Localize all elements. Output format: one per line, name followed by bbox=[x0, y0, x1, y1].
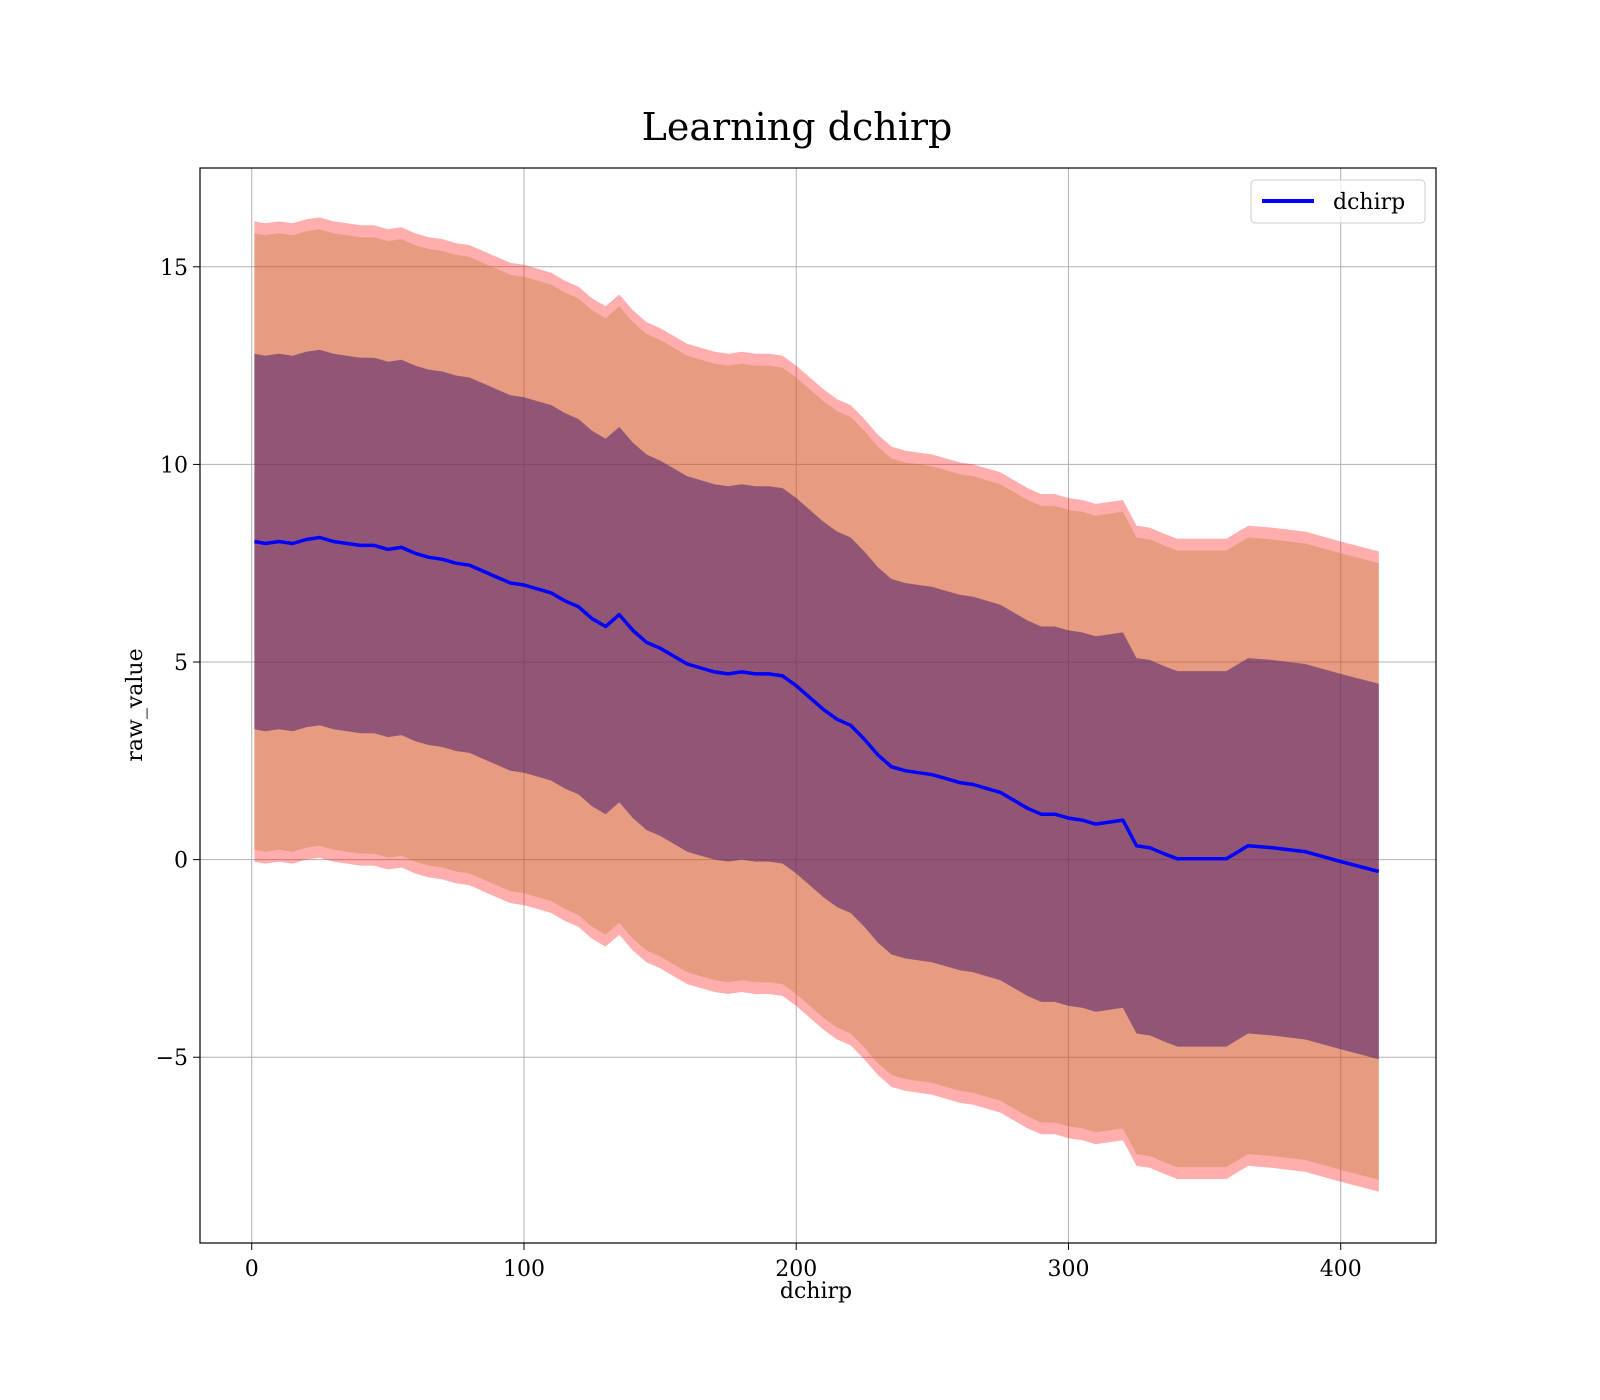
x-tick-label: 200 bbox=[775, 1257, 817, 1282]
x-tick-label: 0 bbox=[245, 1257, 259, 1282]
x-tick-label: 300 bbox=[1047, 1257, 1089, 1282]
series-line-dchirp bbox=[254, 535, 1380, 874]
legend: dchirp bbox=[1250, 179, 1426, 224]
axis-ticks: 0 100 200 300 400 −5 0 5 10 15 bbox=[156, 256, 1362, 1282]
plot-frame bbox=[199, 167, 1437, 1244]
chart-title: Learning dchirp bbox=[642, 105, 953, 149]
y-tick-label: 10 bbox=[160, 453, 188, 478]
y-tick-label: 15 bbox=[160, 256, 188, 281]
x-tick-label: 100 bbox=[503, 1257, 545, 1282]
y-tick-label: 0 bbox=[174, 849, 188, 874]
x-tick-label: 400 bbox=[1320, 1257, 1362, 1282]
x-axis-label: dchirp bbox=[780, 1279, 852, 1304]
series-lines bbox=[254, 535, 1380, 874]
y-axis-label: raw_value bbox=[123, 648, 148, 761]
y-tick-label: −5 bbox=[156, 1046, 188, 1071]
legend-label: dchirp bbox=[1333, 190, 1405, 215]
y-tick-label: 5 bbox=[174, 651, 188, 676]
legend-box bbox=[1250, 179, 1426, 224]
